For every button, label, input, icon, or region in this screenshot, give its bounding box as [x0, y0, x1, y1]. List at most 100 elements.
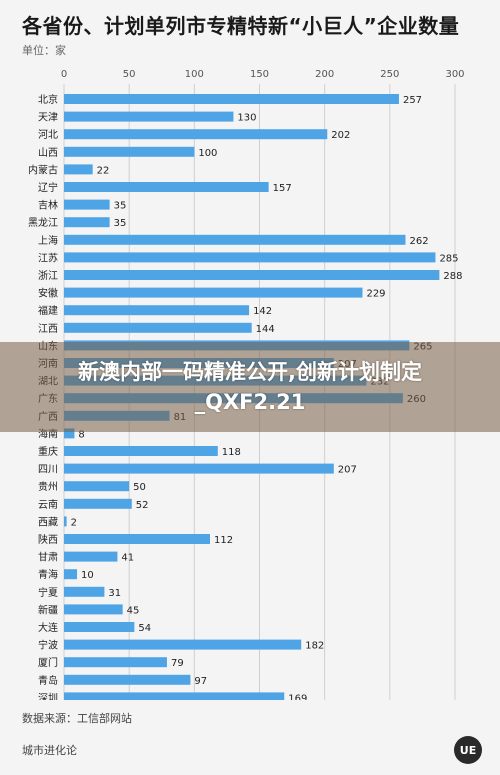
bar	[64, 534, 210, 544]
bar	[64, 586, 105, 597]
data-label: 229	[366, 289, 385, 300]
bar	[64, 516, 67, 527]
bar	[64, 217, 110, 228]
bar	[64, 252, 436, 263]
bar	[64, 164, 93, 175]
x-tick-label: 300	[445, 69, 464, 80]
bar	[64, 692, 285, 700]
data-label: 45	[127, 605, 140, 616]
data-label: 50	[133, 482, 146, 493]
data-label: 41	[121, 553, 134, 564]
data-label: 8	[78, 429, 84, 440]
bar	[64, 428, 75, 439]
brand-name: 城市进化论	[22, 744, 77, 757]
bar	[64, 199, 110, 210]
data-label: 157	[273, 183, 292, 194]
category-label: 吉林	[38, 199, 58, 212]
data-label: 112	[214, 535, 233, 546]
bar	[64, 463, 334, 474]
data-label: 97	[194, 676, 207, 687]
x-tick-label: 200	[315, 69, 334, 80]
bar	[64, 657, 167, 668]
data-label: 207	[338, 465, 357, 476]
x-tick-label: 150	[250, 69, 269, 80]
bar	[64, 287, 363, 298]
category-label: 大连	[38, 621, 58, 634]
bar	[64, 674, 191, 685]
bar	[64, 182, 269, 192]
category-label: 厦门	[38, 656, 58, 669]
x-tick-label: 50	[123, 69, 136, 80]
data-label: 10	[81, 570, 94, 581]
data-label: 31	[108, 588, 121, 599]
data-label: 2	[71, 517, 77, 528]
category-label: 青岛	[38, 674, 58, 687]
bar	[64, 322, 252, 333]
data-label: 54	[138, 623, 151, 634]
bar	[64, 305, 250, 316]
overlay-banner: 新澳内部一码精准公开,创新计划制定 _QXF2.21	[0, 342, 500, 432]
category-label: 浙江	[38, 270, 58, 282]
bar	[64, 639, 302, 650]
category-label: 贵州	[38, 480, 58, 493]
bar	[64, 604, 123, 615]
data-label: 35	[114, 218, 127, 229]
data-label: 52	[136, 500, 149, 511]
category-label: 北京	[38, 93, 58, 106]
category-label: 四川	[38, 465, 58, 476]
category-label: 宁波	[38, 639, 58, 652]
data-label: 262	[409, 236, 428, 247]
bar	[64, 498, 132, 509]
category-label: 山西	[38, 147, 58, 159]
category-label: 西藏	[38, 516, 58, 528]
data-label: 130	[237, 113, 256, 124]
category-label: 安徽	[38, 287, 58, 300]
category-label: 云南	[38, 498, 58, 511]
category-label: 深圳	[38, 692, 58, 700]
bar	[64, 569, 78, 580]
category-label: 甘肃	[38, 551, 58, 564]
data-label: 169	[288, 693, 307, 700]
x-tick-label: 0	[61, 69, 67, 80]
brand-logo-icon: UE	[454, 736, 482, 764]
bar	[64, 270, 440, 280]
bar	[64, 234, 406, 245]
category-label: 宁夏	[38, 586, 58, 599]
x-tick-label: 250	[380, 69, 399, 80]
category-label: 辽宁	[38, 181, 58, 194]
data-label: 22	[97, 165, 110, 176]
category-label: 青海	[38, 568, 58, 581]
bar	[64, 446, 218, 456]
x-tick-label: 100	[185, 69, 204, 80]
chart-title: 各省份、计划单列市专精特新“小巨人”企业数量	[22, 14, 460, 38]
data-source: 数据来源：工信部网站	[22, 712, 132, 725]
category-label: 重庆	[38, 445, 58, 458]
category-label: 江西	[38, 323, 58, 335]
data-label: 79	[171, 658, 184, 669]
bar	[64, 129, 328, 140]
bar	[64, 111, 234, 122]
category-label: 天津	[38, 112, 58, 124]
data-label: 202	[331, 130, 350, 141]
category-label: 黑龙江	[28, 216, 58, 229]
category-label: 河北	[38, 129, 58, 141]
banner-line-2: _QXF2.21	[194, 390, 306, 414]
data-label: 182	[305, 641, 324, 652]
data-label: 142	[253, 306, 272, 317]
data-label: 35	[114, 201, 127, 212]
data-label: 285	[439, 253, 458, 264]
data-label: 100	[198, 148, 217, 159]
category-label: 上海	[38, 234, 58, 247]
bar	[64, 551, 118, 562]
data-label: 118	[222, 447, 241, 458]
data-label: 288	[443, 271, 462, 282]
bar	[64, 146, 195, 157]
bar	[64, 622, 135, 632]
category-label: 新疆	[38, 603, 58, 616]
category-label: 江苏	[38, 251, 58, 264]
bar	[64, 94, 399, 104]
category-label: 陕西	[38, 533, 58, 546]
category-label: 福建	[38, 304, 58, 317]
data-label: 144	[256, 324, 275, 335]
